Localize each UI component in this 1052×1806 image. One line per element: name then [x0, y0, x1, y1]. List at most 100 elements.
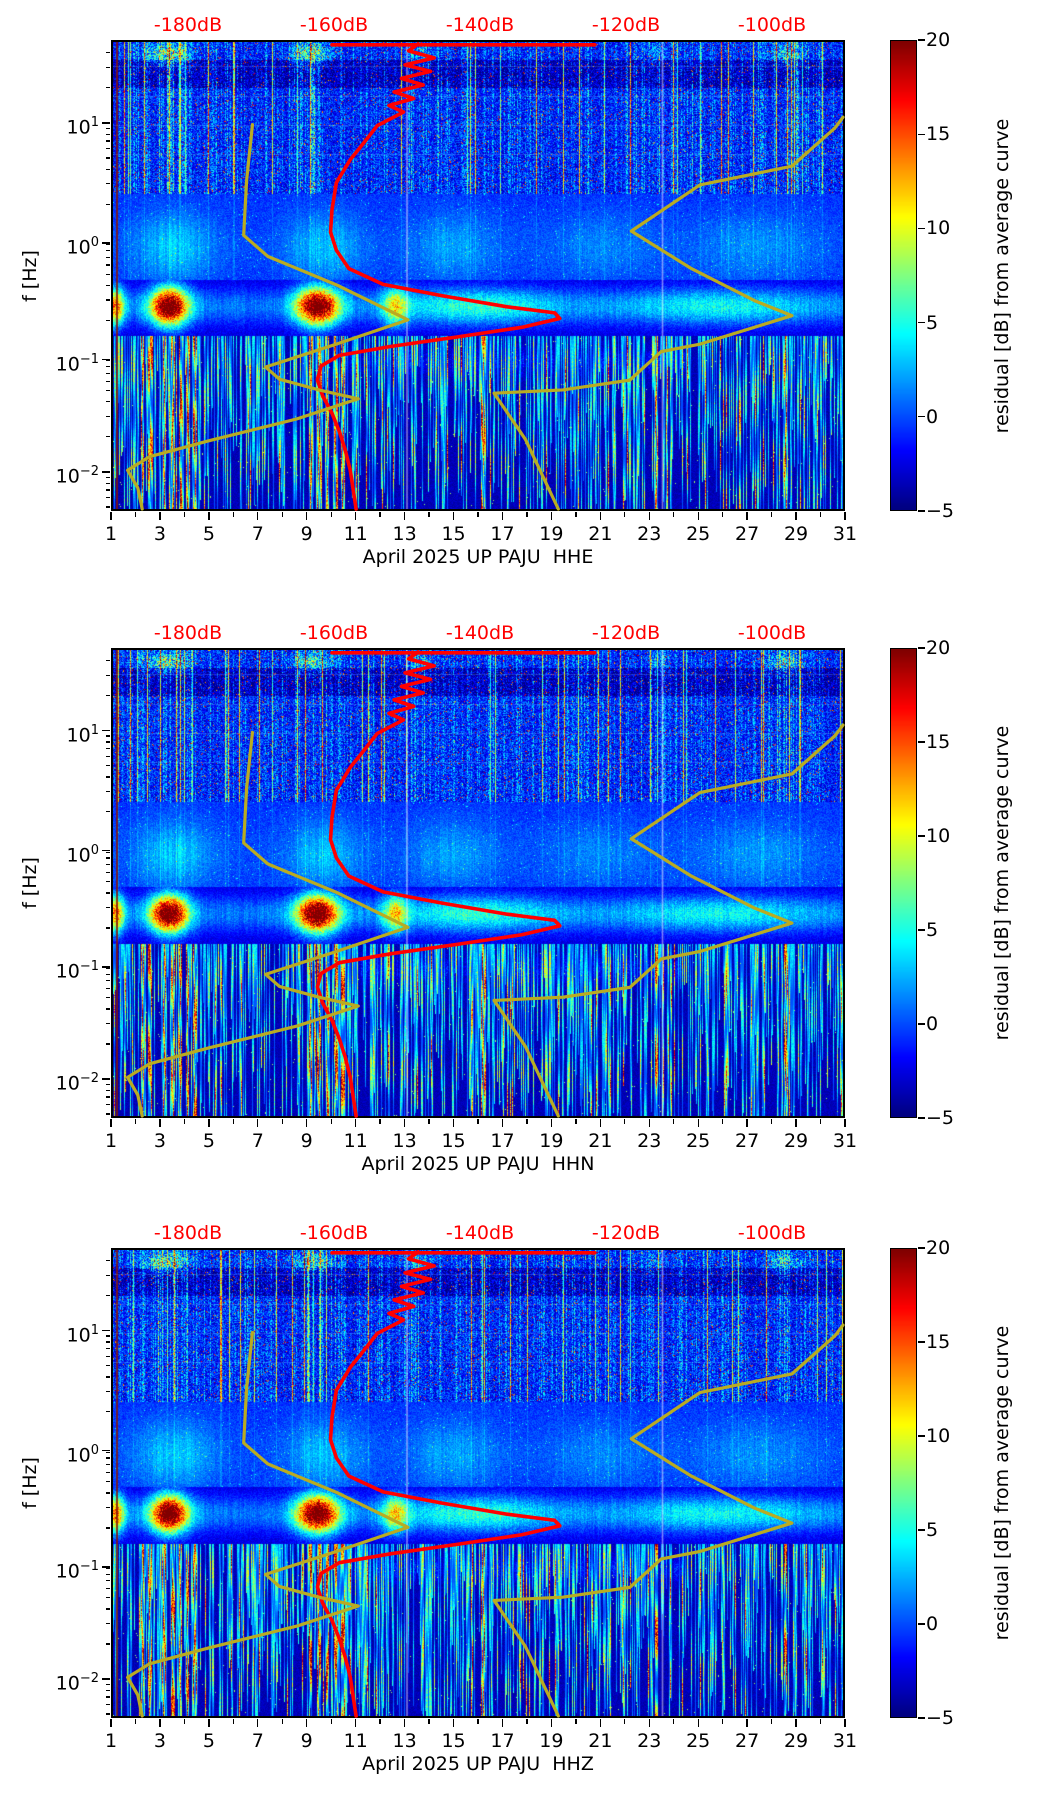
spectrogram-heatmap [113, 1250, 843, 1716]
x-minor-tick [624, 1119, 626, 1124]
y-minor-tick [105, 1580, 110, 1582]
y-minor-tick [105, 811, 110, 813]
overlay-curves [113, 42, 843, 509]
x-tick-label: 15 [441, 523, 466, 545]
x-minor-tick [330, 1719, 332, 1724]
y-major-tick [102, 1078, 110, 1080]
x-tick-label: 29 [783, 1130, 809, 1152]
x-tick-label: 3 [153, 1730, 166, 1752]
y-minor-tick [105, 988, 110, 990]
colorbar-tick-label: −5 [926, 1107, 955, 1129]
overlay-curves [113, 650, 843, 1116]
y-minor-tick [105, 497, 110, 499]
colorbar-gradient [891, 1249, 916, 1717]
colorbar-tick [918, 416, 925, 418]
y-minor-tick [105, 1451, 110, 1453]
y-tick-label: 10−1 [55, 351, 99, 376]
y-minor-tick [105, 148, 110, 150]
y-tick-label: 101 [66, 114, 99, 139]
x-tick-label: 27 [735, 523, 760, 545]
x-tick-label: 5 [202, 1730, 215, 1752]
panel-xlabel-hhz: April 2025 UP PAJU HHZ [362, 1753, 594, 1775]
y-minor-tick [105, 1274, 110, 1276]
y-major-tick [102, 849, 110, 852]
x-tick-label: 13 [392, 1730, 417, 1752]
top-db-tick-label: -100dB [737, 622, 807, 644]
y-minor-tick [105, 1608, 110, 1610]
y-minor-tick [105, 1623, 110, 1625]
x-major-tick [844, 1719, 846, 1727]
x-major-tick [306, 512, 308, 520]
y-minor-tick [105, 133, 110, 135]
y-minor-tick [105, 299, 110, 301]
x-major-tick [501, 1119, 504, 1127]
x-tick-label: 7 [251, 523, 264, 545]
colorbar-tick-label: 10 [926, 217, 951, 240]
average-psd-curve [317, 44, 559, 509]
colorbar [890, 40, 917, 511]
y-tick-label: 100 [66, 235, 99, 259]
top-db-tick-label: -160dB [299, 1222, 369, 1244]
low-noise-model-curve [128, 732, 408, 1116]
x-minor-tick [770, 1119, 773, 1124]
y-minor-tick [105, 674, 110, 676]
y-minor-tick [105, 864, 110, 866]
y-minor-tick [105, 1527, 110, 1529]
colorbar-tick-label: 20 [926, 637, 951, 659]
y-minor-tick [105, 1089, 110, 1091]
y-tick-label: 100 [66, 842, 99, 866]
x-tick-label: 15 [441, 1730, 466, 1752]
x-tick-label: 7 [251, 1130, 264, 1152]
x-tick-label: 19 [539, 523, 564, 545]
y-minor-tick [105, 765, 110, 767]
x-minor-tick [526, 512, 528, 517]
colorbar-tick-label: −5 [926, 500, 955, 522]
x-tick-label: 15 [441, 1130, 466, 1152]
x-minor-tick [770, 512, 773, 517]
x-tick-label: 11 [343, 1130, 368, 1152]
y-minor-tick [105, 243, 110, 246]
x-major-tick [648, 1119, 650, 1127]
x-major-tick [697, 1119, 699, 1127]
colorbar-tick [918, 227, 925, 230]
x-minor-tick [575, 1719, 577, 1724]
x-major-tick [354, 512, 357, 520]
y-tick-label: 101 [66, 1322, 99, 1347]
y-minor-tick [105, 389, 110, 392]
y-minor-tick [105, 790, 110, 792]
y-minor-tick [105, 851, 110, 853]
x-minor-tick [281, 512, 283, 517]
y-minor-tick [105, 1023, 110, 1025]
y-minor-tick [105, 980, 110, 982]
y-minor-tick [105, 1457, 110, 1459]
x-major-tick [354, 1719, 357, 1727]
colorbar-tick [918, 1435, 925, 1437]
y-minor-tick [105, 87, 110, 89]
x-major-tick [599, 1719, 602, 1727]
average-psd-curve [317, 652, 559, 1116]
y-minor-tick [105, 1260, 110, 1262]
x-major-tick [648, 512, 650, 520]
x-tick-label: 5 [202, 1130, 215, 1152]
y-minor-tick [105, 967, 110, 969]
x-major-tick [306, 1719, 308, 1727]
x-tick-label: 29 [783, 1730, 809, 1752]
colorbar-tick-label: 20 [926, 29, 951, 51]
x-tick-label: 31 [832, 523, 858, 545]
x-minor-tick [624, 512, 626, 517]
colorbar-tick [918, 647, 925, 649]
x-minor-tick [477, 512, 479, 517]
y-minor-tick [105, 203, 110, 205]
x-tick-label: 17 [490, 1730, 515, 1752]
x-major-tick [110, 512, 112, 520]
y-minor-tick [105, 1471, 110, 1474]
x-tick-label: 7 [251, 1730, 264, 1752]
y-minor-tick [105, 1083, 110, 1085]
high-noise-model-curve [494, 725, 843, 1116]
x-tick-label: 3 [153, 523, 166, 545]
x-tick-label: 9 [300, 523, 313, 545]
high-noise-model-curve [494, 1325, 843, 1716]
x-major-tick [795, 1719, 797, 1727]
y-minor-tick [105, 1335, 110, 1337]
